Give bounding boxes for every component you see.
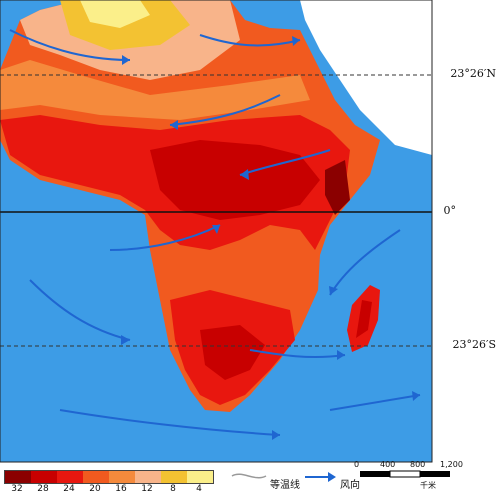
isotherm-symbol: [231, 473, 267, 479]
wind-symbol-head: [328, 472, 336, 482]
arrowhead: [337, 350, 345, 360]
equator-label: 0°: [443, 204, 457, 217]
wind-arrow: [29, 279, 131, 341]
tropic-cancer-label: 23°26′N: [450, 67, 496, 80]
arabia-land: [300, 0, 432, 155]
legend-value: 16: [115, 484, 127, 494]
zone-8: [80, 0, 150, 28]
scale-tick-1200: 1,200: [440, 460, 463, 469]
wind-arrow: [9, 29, 131, 61]
legend-value: 20: [89, 484, 101, 494]
scale-unit: 千米: [420, 481, 436, 490]
map-frame: [0, 0, 433, 463]
arrowhead: [212, 225, 220, 234]
scale-tick-400: 400: [380, 460, 396, 469]
legend-swatch: [161, 471, 187, 483]
wind-arrow: [249, 349, 346, 359]
legend-value: 24: [63, 484, 75, 494]
mediterranean-sea: [230, 0, 300, 30]
scale-bar-seg: [420, 471, 450, 477]
scale-tick-800: 800: [410, 460, 426, 469]
arrowhead: [412, 391, 420, 401]
wind-arrow: [59, 409, 281, 436]
legend-value: 4: [196, 484, 202, 494]
legend-value: 8: [170, 484, 176, 494]
wind-arrowheads: [121, 36, 420, 440]
legend-swatch: [109, 471, 135, 483]
legend-value: 32: [11, 484, 23, 494]
wind-label: 风向: [340, 480, 360, 491]
wind-arrow: [239, 149, 331, 176]
legend-swatch: [57, 471, 83, 483]
legend-swatch: [31, 471, 57, 483]
zone-32: [325, 160, 350, 215]
zone-28-south: [200, 325, 265, 380]
scale-bar-seg: [389, 470, 421, 478]
legend-swatch: [135, 471, 161, 483]
arrowhead: [122, 55, 130, 65]
temperature-legend: [4, 470, 214, 484]
legend-values: 32 28 24 20 16 12 8 4: [4, 484, 212, 494]
arrowhead: [272, 430, 280, 440]
tropic-capricorn-label: 23°26′S: [452, 338, 496, 351]
wind-arrow: [329, 394, 421, 411]
arrowhead: [240, 169, 249, 180]
wind-arrow: [169, 94, 281, 126]
legend-swatch: [5, 471, 31, 483]
madagascar-hot: [356, 300, 372, 338]
isotherm-label: 等温线: [270, 480, 300, 491]
legend-value: 28: [37, 484, 49, 494]
arrowhead: [121, 335, 130, 345]
legend-swatch: [187, 471, 213, 483]
scale-tick-0: 0: [354, 460, 360, 469]
legend-swatch: [83, 471, 109, 483]
legend-value: 12: [141, 484, 153, 494]
arrowhead: [292, 36, 300, 46]
arrowhead: [170, 120, 178, 130]
wind-arrow: [199, 34, 301, 47]
zone-28: [150, 140, 320, 220]
scale-bar-seg: [360, 471, 390, 477]
wind-arrows: [9, 29, 421, 436]
wind-arrow: [109, 224, 221, 251]
arrowhead: [329, 286, 338, 295]
wind-arrow: [329, 229, 401, 296]
